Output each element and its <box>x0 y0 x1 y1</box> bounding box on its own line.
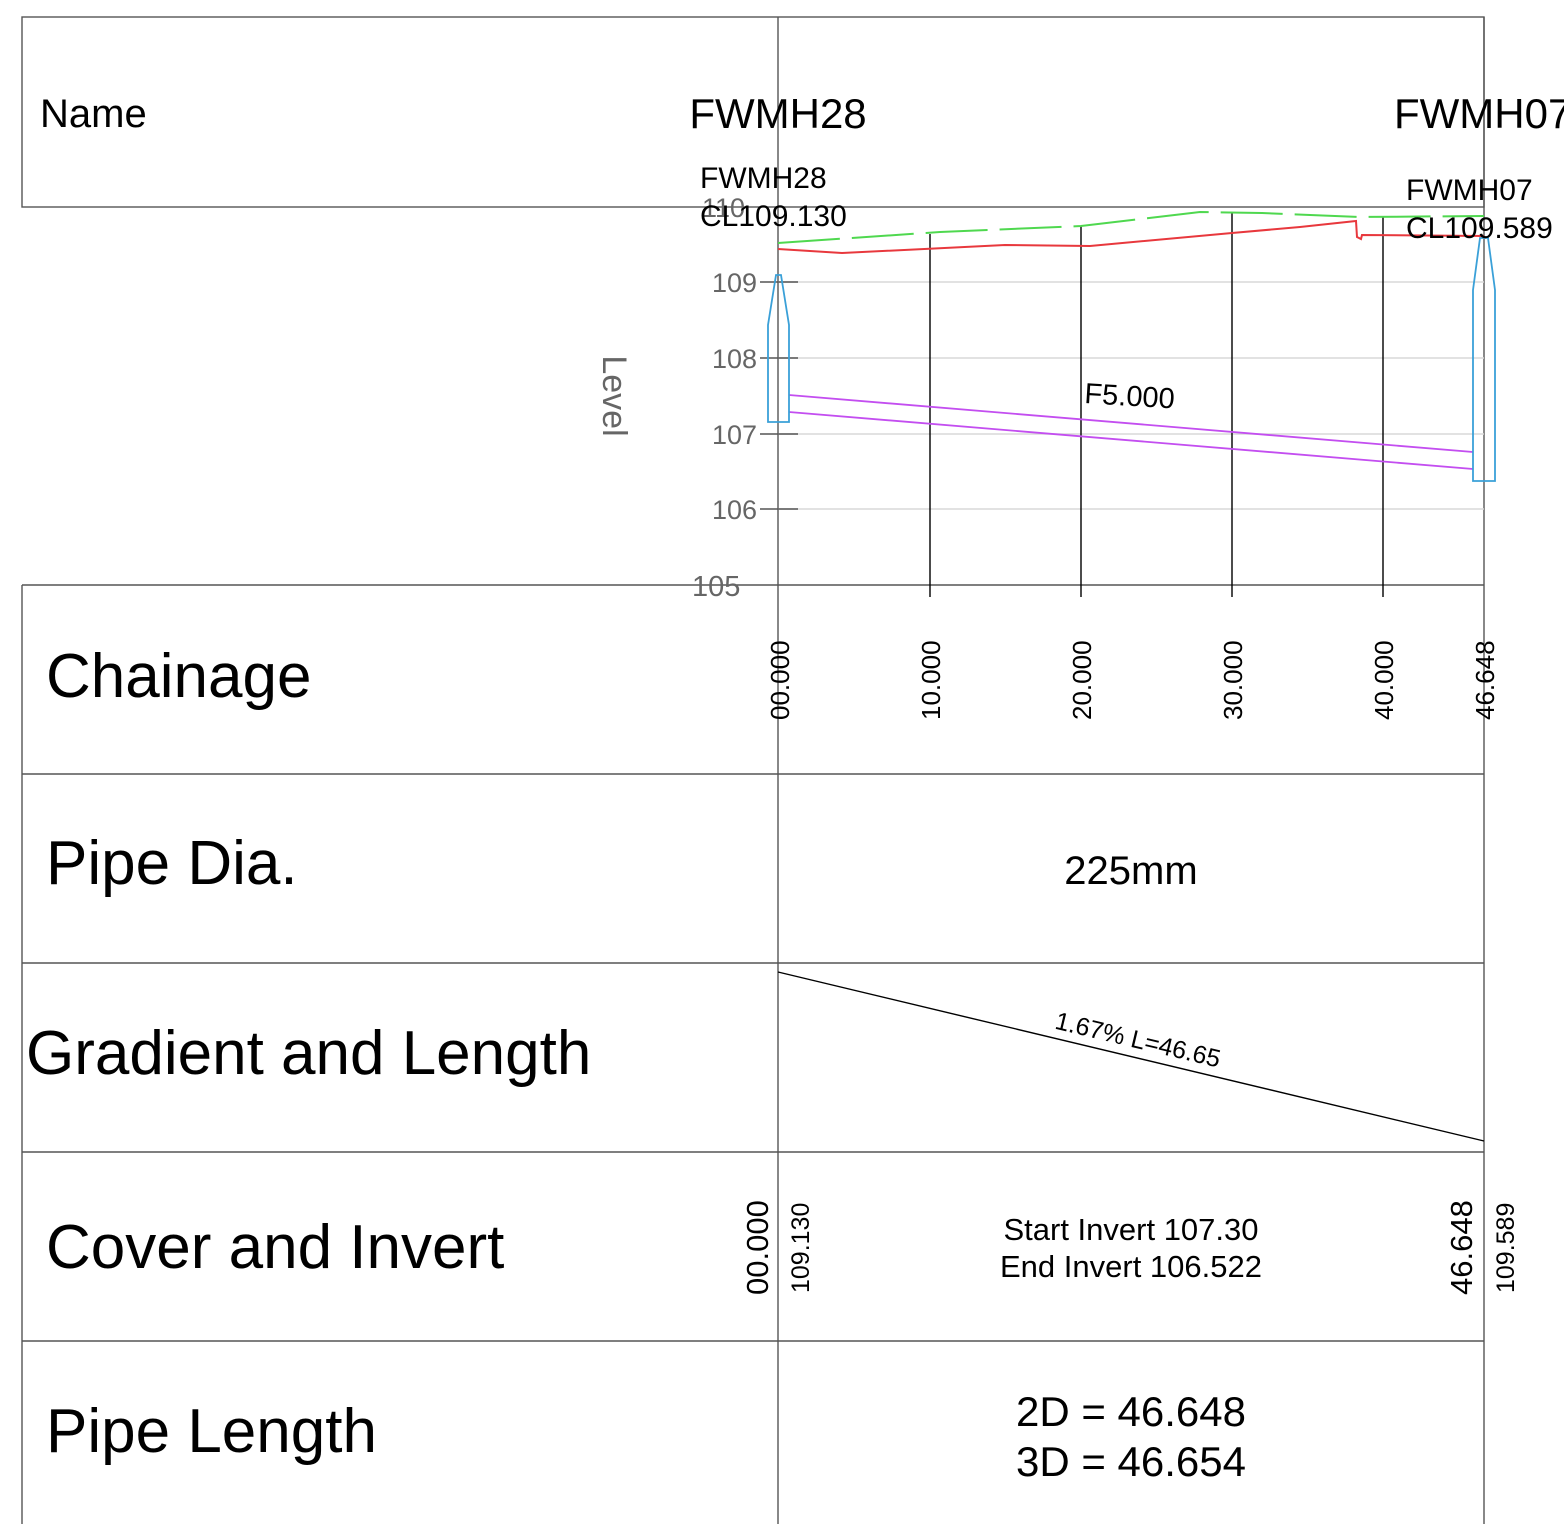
table-frame <box>21 16 1485 1524</box>
chainage-tick-10: 10.000 <box>916 640 946 720</box>
y-tick-108: 108 <box>712 344 757 374</box>
y-tick-109: 109 <box>712 268 757 298</box>
pipe-length-2d: 2D = 46.648 <box>1016 1388 1246 1435</box>
end-chainage-value: 46.648 <box>1444 1200 1479 1295</box>
end-manhole-cover: CL109.589 <box>1406 212 1553 245</box>
pipe-invert <box>788 411 1474 470</box>
y-tick-105: 105 <box>692 571 740 603</box>
pipe-length-3d: 3D = 46.654 <box>1016 1438 1246 1485</box>
start-cover-value: 109.130 <box>787 1203 815 1293</box>
chainage-tick-40: 40.000 <box>1369 640 1399 720</box>
level-axis <box>760 281 798 510</box>
name-row-label: Name <box>40 92 147 136</box>
y-tick-107: 107 <box>712 420 757 450</box>
y-tick-110: 110 <box>702 193 745 223</box>
design-ground-line <box>777 210 1485 244</box>
existing-ground-line <box>777 219 1485 255</box>
pipe-f5 <box>788 394 1474 470</box>
pipe-dia-row-label: Pipe Dia. <box>46 829 298 898</box>
start-manhole-name: FWMH28 <box>700 162 827 195</box>
end-cover-value: 109.589 <box>1492 1203 1520 1293</box>
chainage-tick-20: 20.000 <box>1067 640 1097 720</box>
pipe-soffit <box>788 394 1474 453</box>
end-manhole <box>1472 237 1496 482</box>
chainage-tick-labels: 00.000 10.000 20.000 30.000 40.000 46.64… <box>765 640 1500 720</box>
start-node-name: FWMH28 <box>689 90 866 137</box>
chainage-row-label: Chainage <box>46 642 311 711</box>
chainage-tick-30: 30.000 <box>1218 640 1248 720</box>
end-invert-text: End Invert 106.522 <box>1000 1249 1262 1284</box>
pipe-length-row-label: Pipe Length <box>46 1397 377 1466</box>
start-invert-text: Start Invert 107.30 <box>1003 1212 1258 1247</box>
pipe-dia-value: 225mm <box>1064 849 1197 893</box>
gradient-value: 1.67% L=46.65 <box>1052 1007 1223 1073</box>
gradient-line <box>777 971 1485 1142</box>
start-manhole <box>767 274 790 423</box>
pipe-label: F5.000 <box>1084 378 1176 415</box>
chainage-tick-end: 46.648 <box>1470 640 1500 720</box>
end-node-name: FWMH07 <box>1394 90 1564 137</box>
chainage-lines <box>929 212 1384 597</box>
end-manhole-name: FWMH07 <box>1406 174 1533 207</box>
cover-invert-row-label: Cover and Invert <box>46 1213 504 1282</box>
y-tick-106: 106 <box>712 495 757 525</box>
level-grid <box>778 281 1484 510</box>
level-axis-label: Level <box>595 355 633 436</box>
start-manhole-cover: CL109.130 <box>700 200 847 233</box>
start-chainage-value: 00.000 <box>740 1200 775 1295</box>
chainage-tick-0: 00.000 <box>765 640 795 720</box>
gradient-row-label: Gradient and Length <box>26 1019 591 1088</box>
